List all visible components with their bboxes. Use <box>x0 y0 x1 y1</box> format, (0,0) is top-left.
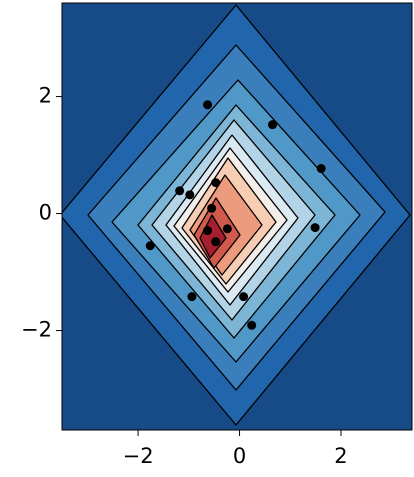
x-tick-label: 0 <box>233 444 246 468</box>
plot-frame <box>61 2 413 431</box>
point <box>222 224 232 234</box>
point <box>207 203 217 213</box>
point <box>203 226 213 236</box>
y-tick-label: −2 <box>21 318 52 342</box>
x-tick-label: −2 <box>123 444 154 468</box>
contour-fill <box>62 3 412 430</box>
point <box>185 190 195 200</box>
point <box>211 178 221 188</box>
point <box>268 120 278 130</box>
point <box>316 164 326 174</box>
x-tick-label: 2 <box>334 444 347 468</box>
point <box>211 237 221 247</box>
y-tick-label: 2 <box>39 84 52 108</box>
y-tick-label: 0 <box>39 201 52 225</box>
point <box>247 320 257 330</box>
point <box>145 241 155 251</box>
point <box>203 100 213 110</box>
point <box>175 186 185 196</box>
point <box>239 292 249 302</box>
point <box>310 223 320 233</box>
point <box>187 292 197 302</box>
